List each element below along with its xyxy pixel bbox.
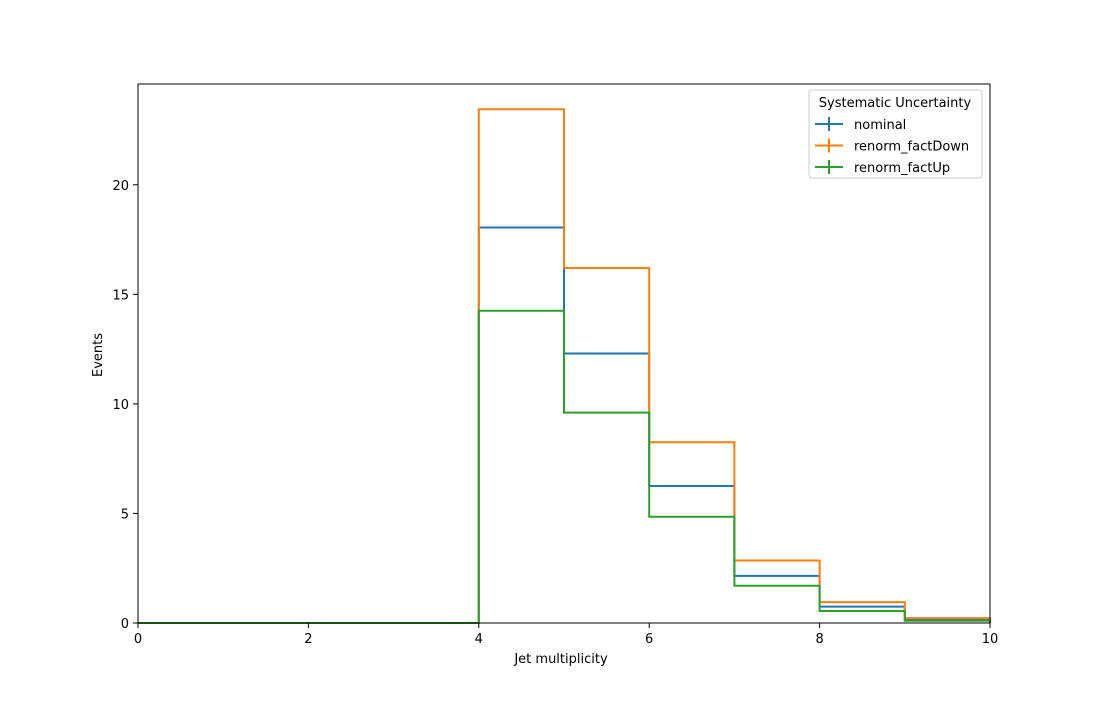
- x-tick-label: 6: [645, 632, 653, 647]
- y-tick-label: 15: [112, 288, 129, 303]
- x-tick-label: 8: [815, 632, 823, 647]
- x-tick-label: 10: [982, 632, 999, 647]
- axes-layer: 0 2 4 6 8 10 0 5 10 15 20: [112, 83, 999, 647]
- y-tick-label: 20: [112, 179, 129, 194]
- legend-title: Systematic Uncertainty: [819, 96, 972, 111]
- legend-label-renorm_factDown: renorm_factDown: [854, 140, 969, 155]
- x-axis-label: Jet multiplicity: [513, 652, 608, 667]
- legend-label-renorm_factUp: renorm_factUp: [854, 161, 950, 176]
- y-tick-label: 0: [121, 617, 129, 632]
- y-tick-label: 5: [121, 507, 129, 522]
- series-line-renorm_factUp: [138, 309, 991, 624]
- x-tick-label: 2: [304, 632, 312, 647]
- series-layer: [138, 108, 991, 624]
- x-tick-label: 0: [134, 632, 142, 647]
- legend-label-nominal: nominal: [854, 118, 906, 133]
- legend: Systematic Uncertainty nominal renorm_fac…: [808, 89, 983, 179]
- y-axis-label: Events: [91, 333, 106, 377]
- y-tick-label: 10: [112, 398, 129, 413]
- legend-frame: [808, 89, 983, 179]
- axes-frame: [137, 83, 991, 624]
- series-line-nominal: [138, 226, 991, 624]
- x-tick-label: 4: [475, 632, 483, 647]
- legend-entries: nominal renorm_factDown renorm_factUp: [815, 117, 969, 176]
